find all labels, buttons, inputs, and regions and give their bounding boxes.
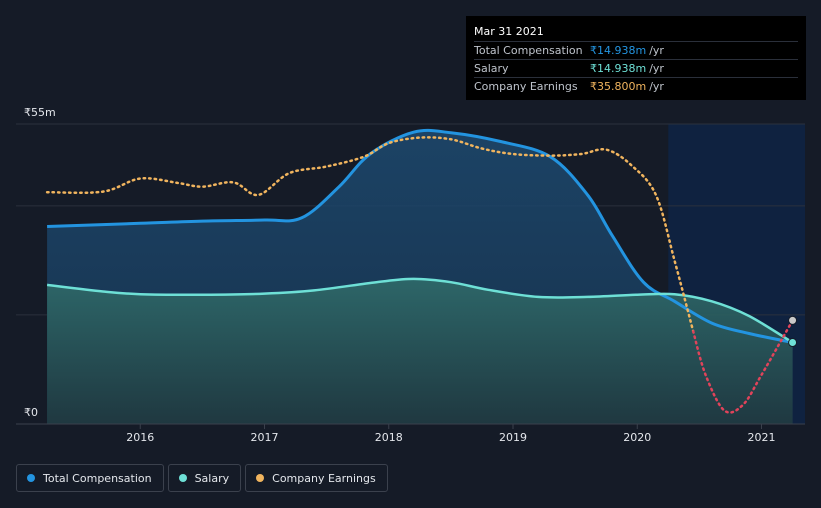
legend-dot-icon bbox=[178, 474, 187, 482]
tooltip-unit: /yr bbox=[649, 80, 664, 93]
y-axis-label-max: ₹55m bbox=[24, 106, 56, 119]
legend-dot-icon bbox=[256, 474, 265, 482]
legend-dot-icon bbox=[27, 474, 35, 482]
legend-label: Company Earnings bbox=[272, 471, 376, 485]
legend-label: Salary bbox=[194, 471, 230, 485]
tooltip-row-total-compensation: Total Compensation ₹14.938m /yr bbox=[474, 41, 798, 59]
x-tick-label: 2021 bbox=[748, 431, 776, 444]
end-markers bbox=[788, 315, 798, 348]
x-tick-label: 2017 bbox=[251, 431, 279, 444]
y-axis-label-min: ₹0 bbox=[24, 406, 38, 419]
tooltip-label: Company Earnings bbox=[474, 80, 578, 93]
legend-item-company-earnings[interactable]: Company Earnings bbox=[245, 464, 388, 492]
tooltip-row-salary: Salary ₹14.938m /yr bbox=[474, 59, 798, 77]
tooltip-value: ₹14.938m bbox=[590, 62, 647, 75]
x-tick-label: 2016 bbox=[126, 431, 154, 444]
x-tick-label: 2018 bbox=[375, 431, 403, 444]
legend-label: Total Compensation bbox=[43, 471, 152, 485]
x-tick-label: 2019 bbox=[499, 431, 527, 444]
legend-item-total-compensation[interactable]: Total Compensation bbox=[16, 464, 164, 492]
x-tick-label: 2020 bbox=[623, 431, 651, 444]
salary-line bbox=[46, 277, 794, 344]
company-earnings-line-dip bbox=[691, 319, 794, 414]
tooltip-value: ₹35.800m bbox=[590, 80, 647, 93]
tooltip-date: Mar 31 2021 bbox=[474, 25, 544, 38]
tooltip-label: Salary bbox=[474, 62, 509, 75]
tooltip-unit: /yr bbox=[649, 44, 664, 57]
tooltip-value: ₹14.938m bbox=[590, 44, 647, 57]
salary-end-marker bbox=[788, 338, 798, 348]
total-compensation-line bbox=[47, 128, 793, 344]
legend-item-salary[interactable]: Salary bbox=[167, 464, 242, 492]
company-earnings-line bbox=[45, 136, 794, 414]
chart-legend: Total Compensation Salary Company Earnin… bbox=[16, 464, 392, 492]
company-earnings-line-positive bbox=[45, 136, 695, 333]
company-earnings-end-marker bbox=[788, 315, 798, 325]
salary-area bbox=[47, 278, 793, 424]
tooltip-label: Total Compensation bbox=[474, 44, 583, 57]
tooltip-unit: /yr bbox=[649, 62, 664, 75]
chart-tooltip: Mar 31 2021 Total Compensation ₹14.938m … bbox=[466, 16, 806, 100]
tooltip-row-company-earnings: Company Earnings ₹35.800m /yr bbox=[474, 77, 798, 95]
x-axis-ticks: 2016 2017 2018 2019 2020 2021 bbox=[126, 424, 776, 444]
